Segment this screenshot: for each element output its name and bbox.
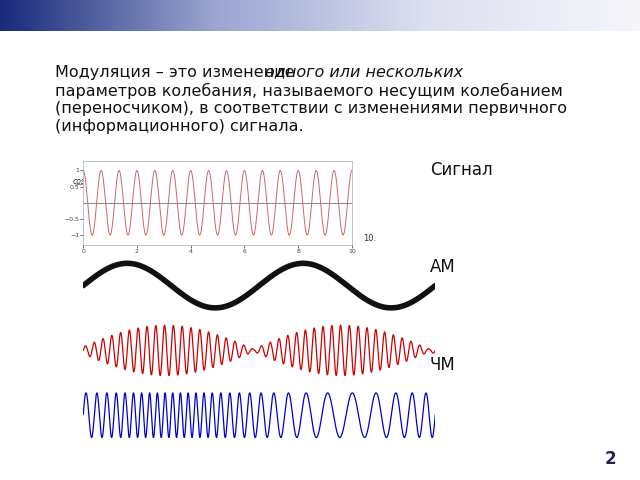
Text: (переносчиком), в соответствии с изменениями первичного: (переносчиком), в соответствии с изменен… <box>55 101 567 116</box>
Text: одного или нескольких: одного или нескольких <box>265 65 463 80</box>
Text: параметров колебания, называемого несущим колебанием: параметров колебания, называемого несущи… <box>55 83 563 99</box>
Text: 2: 2 <box>604 450 616 468</box>
Text: ЧМ: ЧМ <box>430 356 456 374</box>
Text: Сигнал: Сигнал <box>430 161 493 179</box>
Text: 1: 1 <box>268 234 273 243</box>
Text: АМ: АМ <box>430 258 456 276</box>
Text: (информационного) сигнала.: (информационного) сигнала. <box>55 119 303 133</box>
Text: Модуляция – это изменение: Модуляция – это изменение <box>55 65 300 80</box>
Text: 10.: 10. <box>364 234 376 243</box>
Text: cos(ω·t): cos(ω·t) <box>73 177 104 186</box>
Text: 0: 0 <box>129 234 134 243</box>
